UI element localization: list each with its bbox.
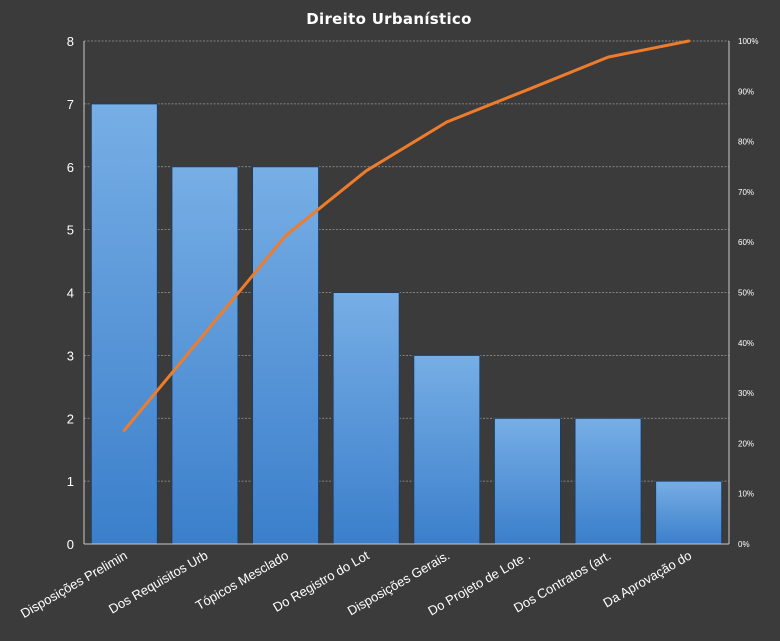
bar: [90, 103, 158, 545]
y2-tick-label: 50%: [738, 289, 754, 298]
y-tick-label: 4: [67, 286, 74, 301]
bar: [171, 166, 239, 545]
bar: [413, 354, 481, 545]
y-tick-label: 7: [67, 97, 74, 112]
y2-tick-label: 40%: [738, 339, 754, 348]
axes: [83, 41, 730, 545]
y-tick-label: 1: [67, 474, 74, 489]
y2-tick-label: 60%: [738, 238, 754, 247]
y-tick-label: 8: [67, 34, 74, 49]
bar: [332, 292, 400, 545]
cumulative-line: [122, 39, 691, 432]
y2-tick-label: 0%: [738, 540, 750, 549]
y2-tick-label: 90%: [738, 87, 754, 96]
y-tick-label: 3: [67, 348, 74, 363]
y2-tick-label: 10%: [738, 490, 754, 499]
cumulative-line-series: [122, 39, 691, 432]
y2-tick-label: 70%: [738, 188, 754, 197]
left-axis-ticks: 0 1 2 3 4 5 6 7 8: [67, 34, 74, 552]
chart-title: Direito Urbanístico: [306, 10, 471, 28]
y-tick-label: 6: [67, 160, 74, 175]
bar: [493, 417, 561, 545]
bar: [574, 417, 642, 545]
y-tick-label: 2: [67, 411, 74, 426]
y2-tick-label: 30%: [738, 389, 754, 398]
bar: [252, 166, 320, 545]
y2-tick-label: 80%: [738, 138, 754, 147]
right-axis-ticks: 0% 10% 20% 30% 40% 50% 60% 70% 80% 90% 100%: [738, 37, 758, 549]
y2-tick-label: 20%: [738, 439, 754, 448]
y-tick-label: 5: [67, 223, 74, 238]
y-tick-label: 0: [67, 537, 74, 552]
category-label: Da Aprovação do: [600, 548, 694, 611]
bar: [655, 480, 723, 545]
y2-tick-label: 100%: [738, 37, 758, 46]
